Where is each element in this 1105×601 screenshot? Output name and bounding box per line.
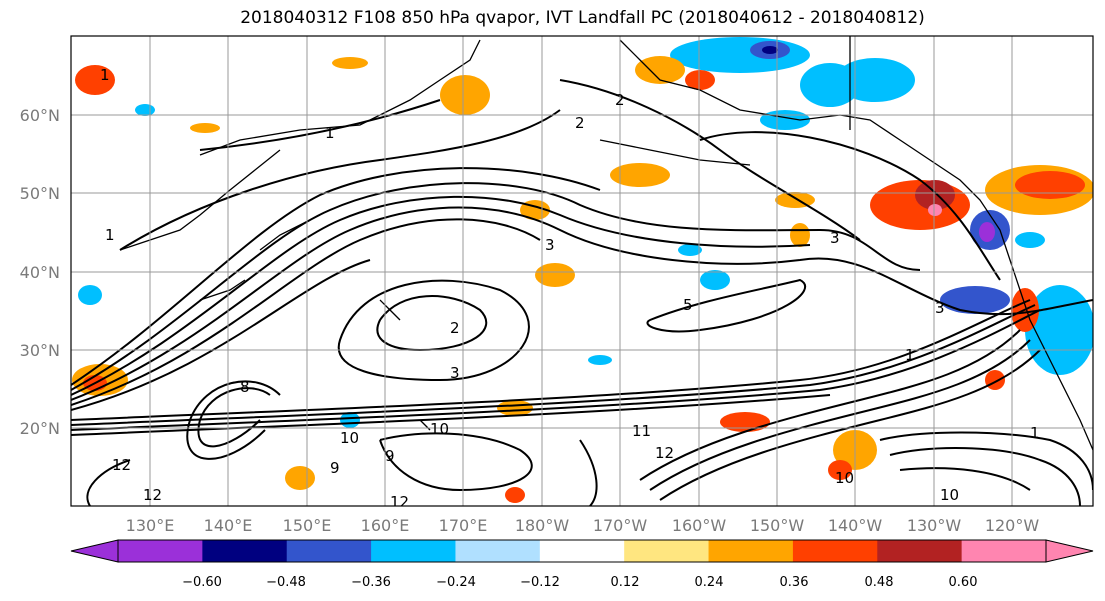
- colorbar-tick-label: 0.36: [780, 575, 809, 590]
- colorbar-tick-label: 0.48: [865, 575, 894, 590]
- latitude-labels: 60°N 50°N 40°N 30°N 20°N: [20, 106, 60, 438]
- colorbar-segment: [286, 540, 372, 562]
- contour-labels: 1 1 1 2 2 3 3 3 5 2 3 8 10 11 12 12 9 9 …: [100, 66, 1040, 511]
- longitude-labels: 130°E 140°E 150°E 160°E 170°E 180°W 170°…: [126, 516, 1040, 535]
- colorbar-segment: [708, 540, 794, 562]
- colorbar-tick-labels: −0.60 −0.48 −0.36 −0.24 −0.12 0.12 0.24 …: [182, 575, 977, 590]
- colorbar-border: [117, 539, 1047, 563]
- contour-label: 3: [450, 364, 460, 382]
- contour-label: 3: [935, 299, 945, 317]
- colorbar: [70, 539, 1094, 563]
- lon-label: 120°W: [985, 516, 1040, 535]
- colorbar-tick-label: 0.12: [611, 575, 640, 590]
- colorbar-tick-label: −0.24: [436, 575, 476, 590]
- colorbar-segment: [877, 540, 963, 562]
- colorbar-tick-label: −0.48: [266, 575, 306, 590]
- contour-label: 1: [905, 346, 915, 364]
- map-frame: [70, 35, 1094, 507]
- contour-label: 10: [940, 486, 959, 504]
- colorbar-segment: [792, 540, 878, 562]
- contour-label: 1: [1030, 424, 1040, 442]
- contour-label: 12: [390, 493, 409, 511]
- colorbar-tick-label: −0.12: [520, 575, 560, 590]
- contour-label: 3: [545, 236, 555, 254]
- colorbar-segment: [539, 540, 625, 562]
- colorbar-tick-label: 0.60: [949, 575, 978, 590]
- lon-label: 130°E: [126, 516, 175, 535]
- lat-label: 20°N: [20, 419, 60, 438]
- contour-label: 12: [112, 456, 131, 474]
- lon-label: 160°W: [672, 516, 727, 535]
- lon-label: 160°E: [361, 516, 410, 535]
- map-area: [71, 36, 1093, 506]
- lat-label: 50°N: [20, 184, 60, 203]
- contour-label: 9: [385, 447, 395, 465]
- lon-label: 170°E: [439, 516, 488, 535]
- contour-label: 2: [615, 91, 625, 109]
- colorbar-segment: [624, 540, 710, 562]
- graticule: [71, 36, 1093, 506]
- colorbar-tick-label: 0.24: [695, 575, 724, 590]
- contour-label: 12: [655, 444, 674, 462]
- contour-label: 10: [430, 420, 449, 438]
- lat-label: 30°N: [20, 341, 60, 360]
- lon-label: 140°W: [828, 516, 883, 535]
- colorbar-segment: [455, 540, 541, 562]
- contour-label: 3: [830, 229, 840, 247]
- contour-label: 10: [340, 429, 359, 447]
- colorbar-extend-low: [70, 539, 119, 563]
- lon-label: 180°W: [515, 516, 570, 535]
- lat-label: 60°N: [20, 106, 60, 125]
- contour-label: 2: [450, 319, 460, 337]
- colorbar-segment: [961, 540, 1047, 562]
- colorbar-tick-label: −0.60: [182, 575, 222, 590]
- lon-label: 150°E: [283, 516, 332, 535]
- lon-label: 170°W: [593, 516, 648, 535]
- colorbar-extend-high: [1045, 539, 1094, 563]
- contour-label: 9: [330, 459, 340, 477]
- lat-label: 40°N: [20, 263, 60, 282]
- contour-label: 8: [240, 378, 250, 396]
- lon-label: 130°W: [907, 516, 962, 535]
- colorbar-tick-label: −0.36: [351, 575, 391, 590]
- map-content: 1 1 1 2 2 3 3 3 5 2 3 8 10 11 12 12 9 9 …: [71, 36, 1093, 511]
- colorbar-segment: [371, 540, 456, 562]
- contour-label: 11: [632, 422, 651, 440]
- contour-label: 5: [683, 296, 693, 314]
- contour-label: 10: [835, 469, 854, 487]
- contour-label: 12: [143, 486, 162, 504]
- contour-label: 1: [100, 66, 110, 84]
- colorbar-segment: [202, 540, 288, 562]
- contour-label: 1: [325, 124, 335, 142]
- lon-label: 140°E: [204, 516, 253, 535]
- colorbar-segment: [118, 540, 203, 562]
- map-title: 2018040312 F108 850 hPa qvapor, IVT Land…: [240, 8, 925, 28]
- contour-label: 1: [105, 226, 115, 244]
- contour-label: 2: [575, 114, 585, 132]
- ivt-contours: [71, 79, 1093, 506]
- lon-label: 150°W: [750, 516, 805, 535]
